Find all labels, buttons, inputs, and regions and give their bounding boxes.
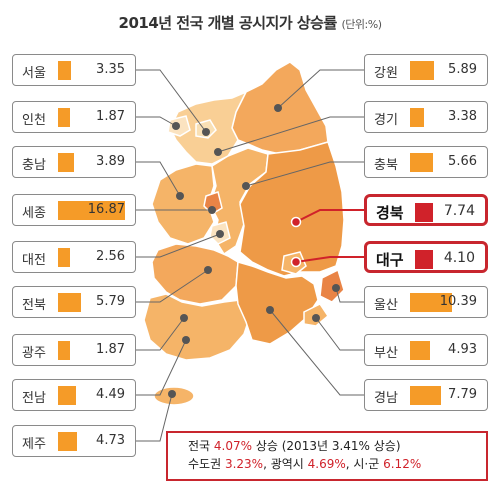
- value-bar: [410, 293, 452, 312]
- summary-note: 전국 4.07% 상승 (2013년 3.41% 상승) 수도권 3.23%, …: [166, 431, 488, 481]
- value-bar: [58, 248, 70, 267]
- value-bar: [58, 293, 81, 312]
- summary-line-1: 전국 4.07% 상승 (2013년 3.41% 상승): [188, 437, 486, 455]
- leader-lines: [136, 69, 364, 442]
- value-bar: [410, 386, 441, 405]
- highlight-lines: [295, 209, 364, 263]
- value-label: 4.93: [448, 342, 477, 357]
- value-label: 5.79: [96, 294, 125, 309]
- value-label: 3.38: [448, 109, 477, 124]
- region-name: 세종: [22, 206, 46, 221]
- summary-value-city: 6.12%: [383, 457, 422, 471]
- region-box: 세종 16.87: [12, 194, 136, 226]
- value-bar: [415, 203, 433, 222]
- summary-comparison: 상승 (2013년 3.41% 상승): [252, 439, 401, 453]
- region-name: 서울: [22, 66, 46, 81]
- region-box: 서울 3.35: [12, 54, 136, 86]
- region-name: 전북: [22, 298, 46, 313]
- region-box: 대구 4.10: [364, 241, 488, 273]
- value-label: 5.89: [448, 62, 477, 77]
- value-bar: [58, 432, 77, 451]
- summary-label-city: , 시·군: [345, 457, 384, 471]
- value-bar: [410, 61, 434, 80]
- region-name: 경남: [374, 391, 398, 406]
- region-box: 광주 1.87: [12, 334, 136, 366]
- value-label: 4.49: [96, 387, 125, 402]
- region-box: 인천 1.87: [12, 101, 136, 133]
- value-bar: [58, 108, 70, 127]
- region-box: 제주 4.73: [12, 425, 136, 457]
- value-label: 4.10: [443, 250, 475, 266]
- region-box: 전남 4.49: [12, 379, 136, 411]
- map-dots: [168, 104, 340, 398]
- region-box: 경북 7.74: [364, 194, 488, 226]
- region-box: 충남 3.89: [12, 146, 136, 178]
- region-name: 부산: [374, 346, 398, 361]
- value-label: 16.87: [87, 202, 125, 217]
- region-name: 경기: [374, 113, 398, 128]
- region-box: 전북 5.79: [12, 286, 136, 318]
- region-box: 충북 5.66: [364, 146, 488, 178]
- value-bar: [410, 341, 430, 360]
- region-name: 인천: [22, 113, 46, 128]
- region-name: 제주: [22, 437, 46, 452]
- value-label: 4.73: [96, 433, 125, 448]
- region-name: 대전: [22, 253, 46, 268]
- value-label: 3.35: [96, 62, 125, 77]
- value-label: 2.56: [96, 249, 125, 264]
- region-name: 경북: [376, 204, 404, 222]
- value-label: 1.87: [96, 109, 125, 124]
- region-name: 울산: [374, 298, 398, 313]
- summary-value-capital: 3.23%: [224, 457, 264, 471]
- summary-value-national: 4.07%: [213, 439, 253, 453]
- value-bar: [58, 386, 76, 405]
- region-jeonbuk: [151, 243, 239, 305]
- value-bar: [58, 153, 74, 172]
- value-bar: [415, 250, 433, 269]
- value-bar: [410, 108, 424, 127]
- summary-value-metro: 4.69%: [307, 457, 346, 471]
- region-gyeongnam: [235, 261, 319, 345]
- chart-title-text: 2014년 전국 개별 공시지가 상승률: [118, 14, 338, 32]
- value-bar: [410, 153, 433, 172]
- summary-label-metro: , 광역시: [263, 457, 308, 471]
- chart-title: 2014년 전국 개별 공시지가 상승률 (단위:%): [0, 12, 500, 33]
- value-label: 5.66: [448, 154, 477, 169]
- region-chungnam: [151, 163, 215, 245]
- region-box: 강원 5.89: [364, 54, 488, 86]
- region-box: 경남 7.79: [364, 379, 488, 411]
- region-name: 전남: [22, 391, 46, 406]
- region-box: 경기 3.38: [364, 101, 488, 133]
- region-name: 광주: [22, 346, 46, 361]
- region-ulsan: [319, 268, 345, 303]
- region-box: 부산 4.93: [364, 334, 488, 366]
- region-name: 충북: [374, 158, 398, 173]
- value-label: 7.74: [443, 203, 475, 219]
- summary-line-2: 수도권 3.23%, 광역시 4.69%, 시·군 6.12%: [188, 455, 486, 473]
- summary-label-national: 전국: [188, 439, 214, 453]
- region-box: 울산 10.39: [364, 286, 488, 318]
- region-name: 대구: [376, 251, 404, 269]
- region-box: 대전 2.56: [12, 241, 136, 273]
- region-name: 충남: [22, 158, 46, 173]
- value-label: 10.39: [439, 294, 477, 309]
- value-label: 1.87: [96, 342, 125, 357]
- value-label: 7.79: [448, 387, 477, 402]
- region-jeonnam: [143, 293, 251, 361]
- region-gyeongbuk: [239, 141, 345, 277]
- region-name: 강원: [374, 66, 398, 81]
- map-regions: [143, 61, 345, 406]
- chart-unit: (단위:%): [341, 18, 382, 31]
- value-label: 3.89: [96, 154, 125, 169]
- summary-label-capital: 수도권: [188, 457, 225, 471]
- value-bar: [58, 61, 71, 80]
- value-bar: [58, 201, 125, 220]
- value-bar: [58, 341, 70, 360]
